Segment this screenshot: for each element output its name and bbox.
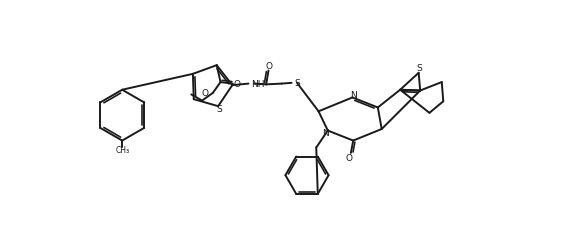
Text: NH: NH [251,80,265,89]
Text: CH₃: CH₃ [115,146,129,155]
Text: O: O [233,80,240,89]
Text: S: S [216,104,222,113]
Text: S: S [295,79,301,88]
Text: O: O [202,88,209,97]
Text: N: N [351,90,357,99]
Text: O: O [346,153,353,162]
Text: O: O [266,62,273,71]
Text: S: S [417,64,423,73]
Text: N: N [322,129,329,138]
